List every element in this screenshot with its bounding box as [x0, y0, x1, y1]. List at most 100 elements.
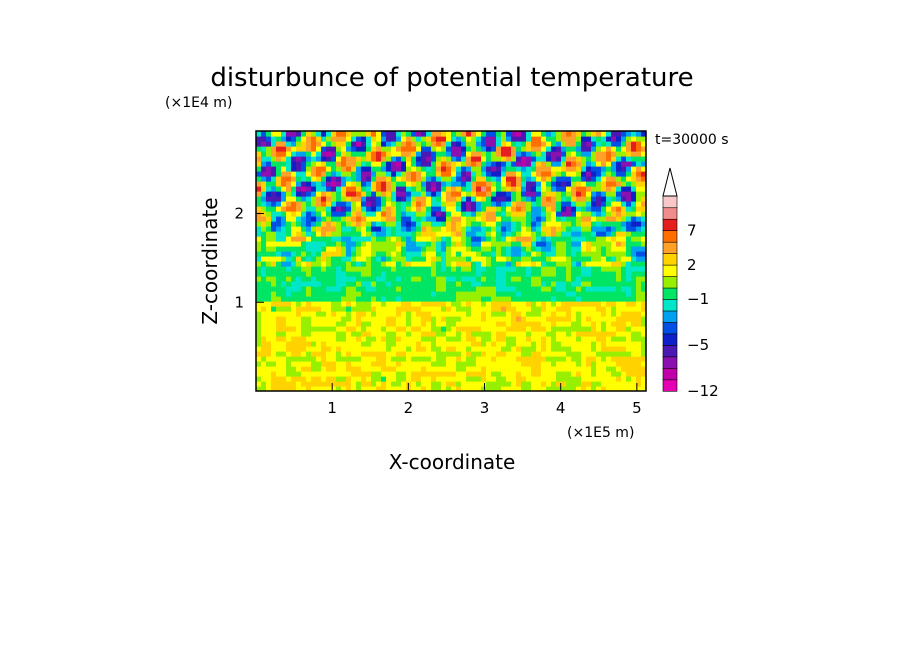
field-cell [271, 381, 277, 387]
field-cell [406, 146, 412, 152]
field-cell [406, 301, 412, 307]
field-cell [486, 276, 492, 282]
field-cell [516, 381, 522, 387]
field-cell [531, 301, 537, 307]
field-cell [516, 356, 522, 362]
field-cell [521, 336, 527, 342]
field-cell [276, 131, 282, 137]
field-cell [536, 386, 542, 391]
field-cell [316, 151, 322, 157]
field-cell [271, 326, 277, 332]
field-cell [286, 351, 292, 357]
field-cell [271, 141, 277, 147]
field-cell [326, 176, 332, 182]
field-cell [546, 331, 552, 337]
field-cell [561, 326, 567, 332]
field-cell [421, 236, 427, 242]
field-cell [611, 321, 617, 327]
field-cell [266, 296, 272, 302]
field-cell [526, 311, 532, 317]
field-cell [446, 321, 452, 327]
field-cell [386, 161, 392, 167]
field-cell [496, 376, 502, 382]
field-cell [526, 361, 532, 367]
field-cell [341, 146, 347, 152]
field-cell [621, 306, 627, 312]
field-cell [591, 226, 597, 232]
field-cell [536, 226, 542, 232]
field-cell [411, 291, 417, 297]
field-cell [576, 231, 582, 237]
field-cell [506, 136, 512, 142]
field-cell [461, 381, 467, 387]
field-cell [561, 356, 567, 362]
field-cell [471, 206, 477, 212]
field-cell [521, 296, 527, 302]
field-cell [531, 176, 537, 182]
field-cell [566, 176, 572, 182]
field-cell [346, 276, 352, 282]
field-cell [256, 216, 262, 222]
field-cell [481, 216, 487, 222]
field-cell [386, 171, 392, 177]
colorbar-segment [662, 367, 678, 381]
field-cell [421, 141, 427, 147]
field-cell [276, 156, 282, 162]
field-cell [386, 191, 392, 197]
field-cell [431, 241, 437, 247]
field-cell [336, 321, 342, 327]
field-cell [281, 231, 287, 237]
field-cell [521, 331, 527, 337]
field-cell [491, 341, 497, 347]
field-cell [456, 256, 462, 262]
field-cell [296, 246, 302, 252]
field-cell [586, 266, 592, 272]
field-cell [401, 146, 407, 152]
field-cell [361, 291, 367, 297]
field-cell [446, 131, 452, 137]
field-cell [346, 386, 352, 391]
field-cell [486, 186, 492, 192]
field-cell [606, 376, 612, 382]
field-cell [331, 251, 337, 257]
field-cell [376, 151, 382, 157]
field-cell [411, 226, 417, 232]
field-cell [596, 386, 602, 391]
field-cell [446, 271, 452, 277]
field-cell [291, 271, 297, 277]
field-cell [311, 306, 317, 312]
field-cell [611, 146, 617, 152]
field-cell [601, 201, 607, 207]
field-cell [286, 146, 292, 152]
field-cell [571, 331, 577, 337]
field-cell [626, 141, 632, 147]
field-cell [411, 311, 417, 317]
field-cell [476, 246, 482, 252]
field-cell [581, 191, 587, 197]
field-cell [351, 376, 357, 382]
field-cell [521, 241, 527, 247]
field-cell [306, 376, 312, 382]
field-cell [521, 351, 527, 357]
field-cell [571, 311, 577, 317]
field-cell [256, 166, 262, 172]
field-cell [481, 341, 487, 347]
field-cell [641, 301, 646, 307]
field-cell [581, 281, 587, 287]
field-cell [386, 301, 392, 307]
field-cell [441, 181, 447, 187]
field-cell [636, 346, 642, 352]
field-cell [616, 246, 622, 252]
field-cell [266, 386, 272, 391]
field-cell [276, 151, 282, 157]
field-cell [496, 156, 502, 162]
field-cell [606, 226, 612, 232]
field-cell [296, 386, 302, 391]
field-cell [566, 146, 572, 152]
field-cell [521, 226, 527, 232]
field-cell [591, 291, 597, 297]
field-cell [336, 171, 342, 177]
field-cell [431, 226, 437, 232]
field-cell [501, 311, 507, 317]
field-cell [431, 356, 437, 362]
